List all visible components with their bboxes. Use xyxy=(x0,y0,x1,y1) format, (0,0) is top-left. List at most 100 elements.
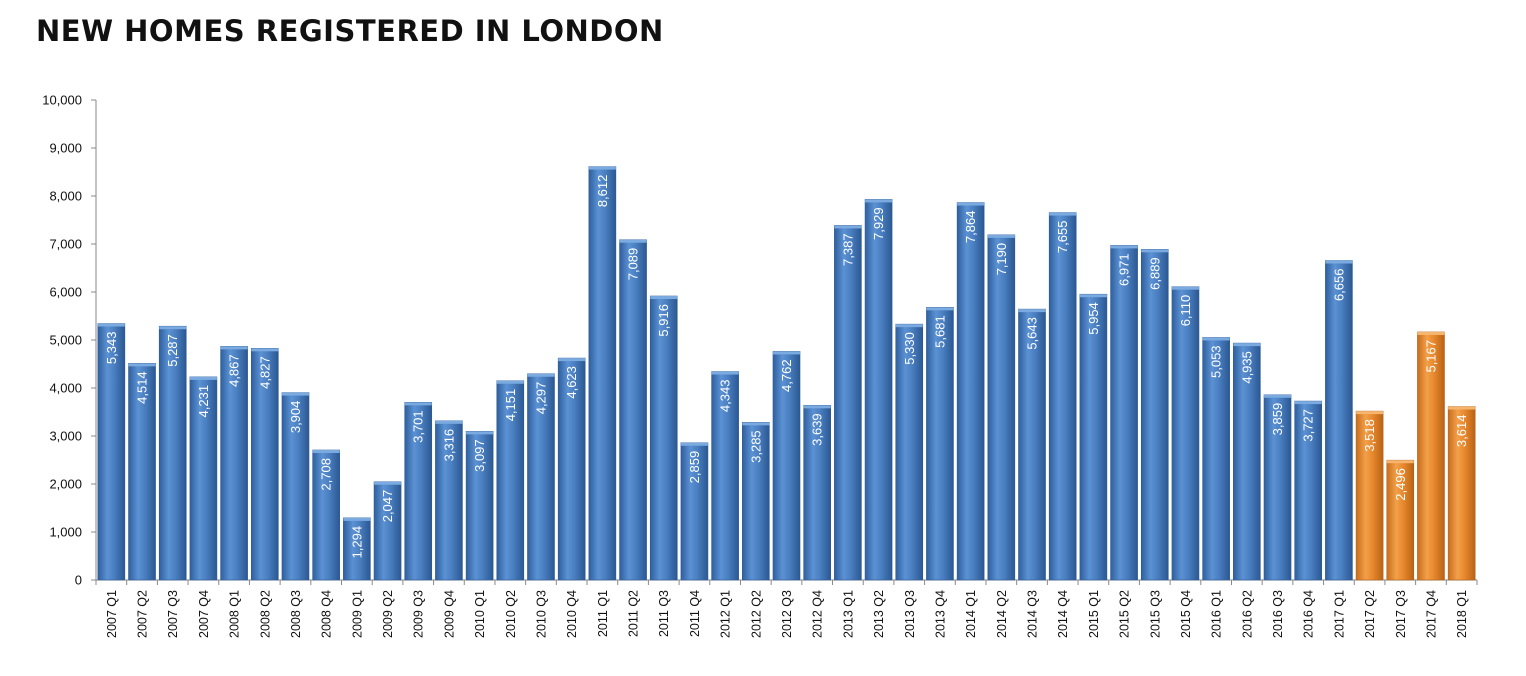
x-tick-label: 2009 Q1 xyxy=(350,590,364,638)
bar-top xyxy=(281,392,309,396)
bar-value-label: 3,097 xyxy=(472,439,487,472)
y-tick-label: 10,000 xyxy=(42,93,82,108)
x-tick-label: 2015 Q1 xyxy=(1087,590,1101,638)
x-tick-label: 2009 Q4 xyxy=(442,590,456,638)
bar xyxy=(527,373,555,581)
x-tick-label: 2012 Q2 xyxy=(749,590,763,638)
bar xyxy=(895,323,924,581)
bar-top xyxy=(1294,401,1322,405)
bar xyxy=(649,295,678,581)
bar xyxy=(1202,337,1230,581)
bar-top xyxy=(1141,249,1169,253)
x-tick-label: 2008 Q4 xyxy=(320,590,334,638)
bar-top xyxy=(895,324,923,328)
x-tick-label: 2014 Q2 xyxy=(995,590,1009,638)
y-tick-label: 0 xyxy=(75,573,82,588)
x-tick-label: 2017 Q4 xyxy=(1424,590,1438,638)
bar-value-label: 4,231 xyxy=(196,385,211,418)
bar-top xyxy=(1325,260,1353,264)
bar-top xyxy=(803,405,831,409)
x-tick-label: 2016 Q2 xyxy=(1240,590,1254,638)
bar-value-label: 5,643 xyxy=(1025,317,1040,350)
bar-top xyxy=(742,422,770,426)
bar-value-label: 7,864 xyxy=(963,211,978,244)
bar-top xyxy=(865,199,893,203)
chart-title: NEW HOMES REGISTERED IN LONDON xyxy=(36,14,664,48)
bar xyxy=(1386,459,1415,581)
axes: 0 1,000 2,000 3,000 4,000 5,000 6,000 7,000 8,00… xyxy=(42,93,1478,638)
bar-value-label: 5,167 xyxy=(1423,340,1438,373)
bar-top xyxy=(97,323,125,327)
bar xyxy=(128,363,156,581)
bar-top xyxy=(251,348,279,352)
x-tick-label: 2012 Q1 xyxy=(719,590,733,638)
x-tick-label: 2011 Q2 xyxy=(627,590,641,637)
bar-value-label: 3,518 xyxy=(1362,419,1377,452)
bar xyxy=(1171,286,1200,581)
bar xyxy=(97,323,126,581)
y-tick-label: 7,000 xyxy=(49,237,82,252)
x-tick-label: 2007 Q1 xyxy=(105,590,119,638)
x-tick-label: 2013 Q2 xyxy=(872,590,886,638)
bar xyxy=(864,199,893,581)
bar-top xyxy=(1417,331,1445,335)
x-tick-label: 2010 Q3 xyxy=(534,590,548,638)
bars: 5,343 4,514 5,287 4,231 4,867 4,827 3,904 2,708… xyxy=(97,166,1476,581)
bar xyxy=(1018,308,1046,581)
bar-value-label: 3,316 xyxy=(441,429,456,462)
bar-value-label: 7,387 xyxy=(840,233,855,266)
bar-value-label: 5,343 xyxy=(104,332,119,365)
x-tick-label: 2010 Q1 xyxy=(473,590,487,638)
bar xyxy=(343,517,371,581)
bar-value-label: 4,867 xyxy=(227,354,242,387)
bar-top xyxy=(926,307,954,311)
x-tick-label: 2011 Q3 xyxy=(657,590,671,637)
bar-value-label: 3,285 xyxy=(748,430,763,463)
bar-value-label: 3,701 xyxy=(411,410,426,443)
bar xyxy=(772,351,801,581)
bar xyxy=(435,420,463,581)
bar-top xyxy=(1110,245,1138,249)
bar xyxy=(711,371,739,581)
x-tick-label: 2007 Q4 xyxy=(197,590,211,638)
bar xyxy=(404,402,433,581)
bar-top xyxy=(1018,309,1046,313)
bar-value-label: 4,297 xyxy=(533,382,548,415)
bar-value-label: 6,889 xyxy=(1147,257,1162,290)
x-tick-label: 2018 Q1 xyxy=(1455,590,1469,638)
bar-value-label: 3,614 xyxy=(1454,415,1469,448)
bar-value-label: 3,904 xyxy=(288,401,303,434)
x-tick-label: 2017 Q3 xyxy=(1394,590,1408,638)
bar-top xyxy=(1049,212,1077,216)
bar-value-label: 5,053 xyxy=(1209,345,1224,378)
bar-top xyxy=(435,420,463,424)
bar-value-label: 2,496 xyxy=(1393,468,1408,501)
bar xyxy=(557,357,586,581)
bar-top xyxy=(1202,337,1230,341)
bar-top xyxy=(1356,411,1384,415)
bar-value-label: 7,089 xyxy=(626,248,641,281)
y-tick-label: 5,000 xyxy=(49,333,82,348)
bar xyxy=(1110,245,1138,581)
bar-value-label: 8,612 xyxy=(595,175,610,208)
bar-value-label: 2,859 xyxy=(687,451,702,484)
x-tick-label: 2016 Q1 xyxy=(1210,590,1224,638)
bar-value-label: 5,954 xyxy=(1086,302,1101,335)
bar-top xyxy=(1079,294,1107,298)
x-tick-label: 2008 Q1 xyxy=(228,590,242,638)
bar-value-label: 4,827 xyxy=(257,356,272,389)
bar xyxy=(1140,249,1169,581)
bar xyxy=(1048,212,1077,581)
bar-value-label: 1,294 xyxy=(349,526,364,559)
bar-value-label: 7,929 xyxy=(871,207,886,240)
y-tick-label: 3,000 xyxy=(49,429,82,444)
bar-value-label: 5,681 xyxy=(932,315,947,348)
bar-value-label: 2,047 xyxy=(380,490,395,523)
bar-top xyxy=(1171,286,1199,290)
bar-top xyxy=(128,363,156,367)
x-tick-label: 2014 Q1 xyxy=(964,590,978,638)
bar xyxy=(834,225,862,581)
bar xyxy=(956,202,985,581)
bar-top xyxy=(558,358,586,362)
x-tick-label: 2011 Q1 xyxy=(596,590,610,637)
